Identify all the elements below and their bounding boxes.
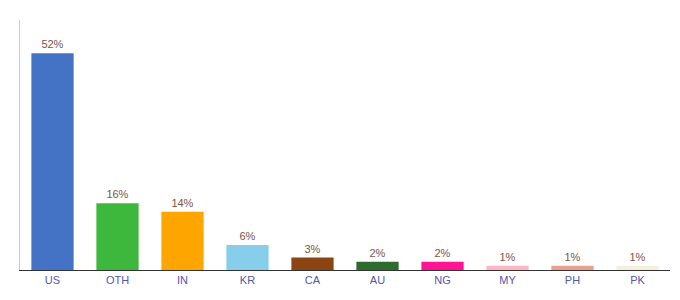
svg-text:1%: 1% xyxy=(629,251,645,263)
svg-text:US: US xyxy=(45,274,60,286)
svg-text:3%: 3% xyxy=(304,243,320,255)
svg-text:1%: 1% xyxy=(499,251,515,263)
svg-text:PK: PK xyxy=(630,274,645,286)
svg-text:PH: PH xyxy=(565,274,580,286)
svg-text:NG: NG xyxy=(434,274,451,286)
svg-text:OTH: OTH xyxy=(106,274,129,286)
svg-text:14%: 14% xyxy=(171,197,193,209)
svg-text:MY: MY xyxy=(499,274,516,286)
svg-text:KR: KR xyxy=(240,274,255,286)
svg-text:IN: IN xyxy=(177,274,188,286)
svg-text:2%: 2% xyxy=(369,247,385,259)
svg-text:16%: 16% xyxy=(106,188,128,200)
svg-text:2%: 2% xyxy=(434,247,450,259)
svg-text:52%: 52% xyxy=(41,38,63,50)
svg-text:CA: CA xyxy=(305,274,321,286)
svg-text:1%: 1% xyxy=(564,251,580,263)
svg-text:6%: 6% xyxy=(239,230,255,242)
svg-text:AU: AU xyxy=(370,274,385,286)
